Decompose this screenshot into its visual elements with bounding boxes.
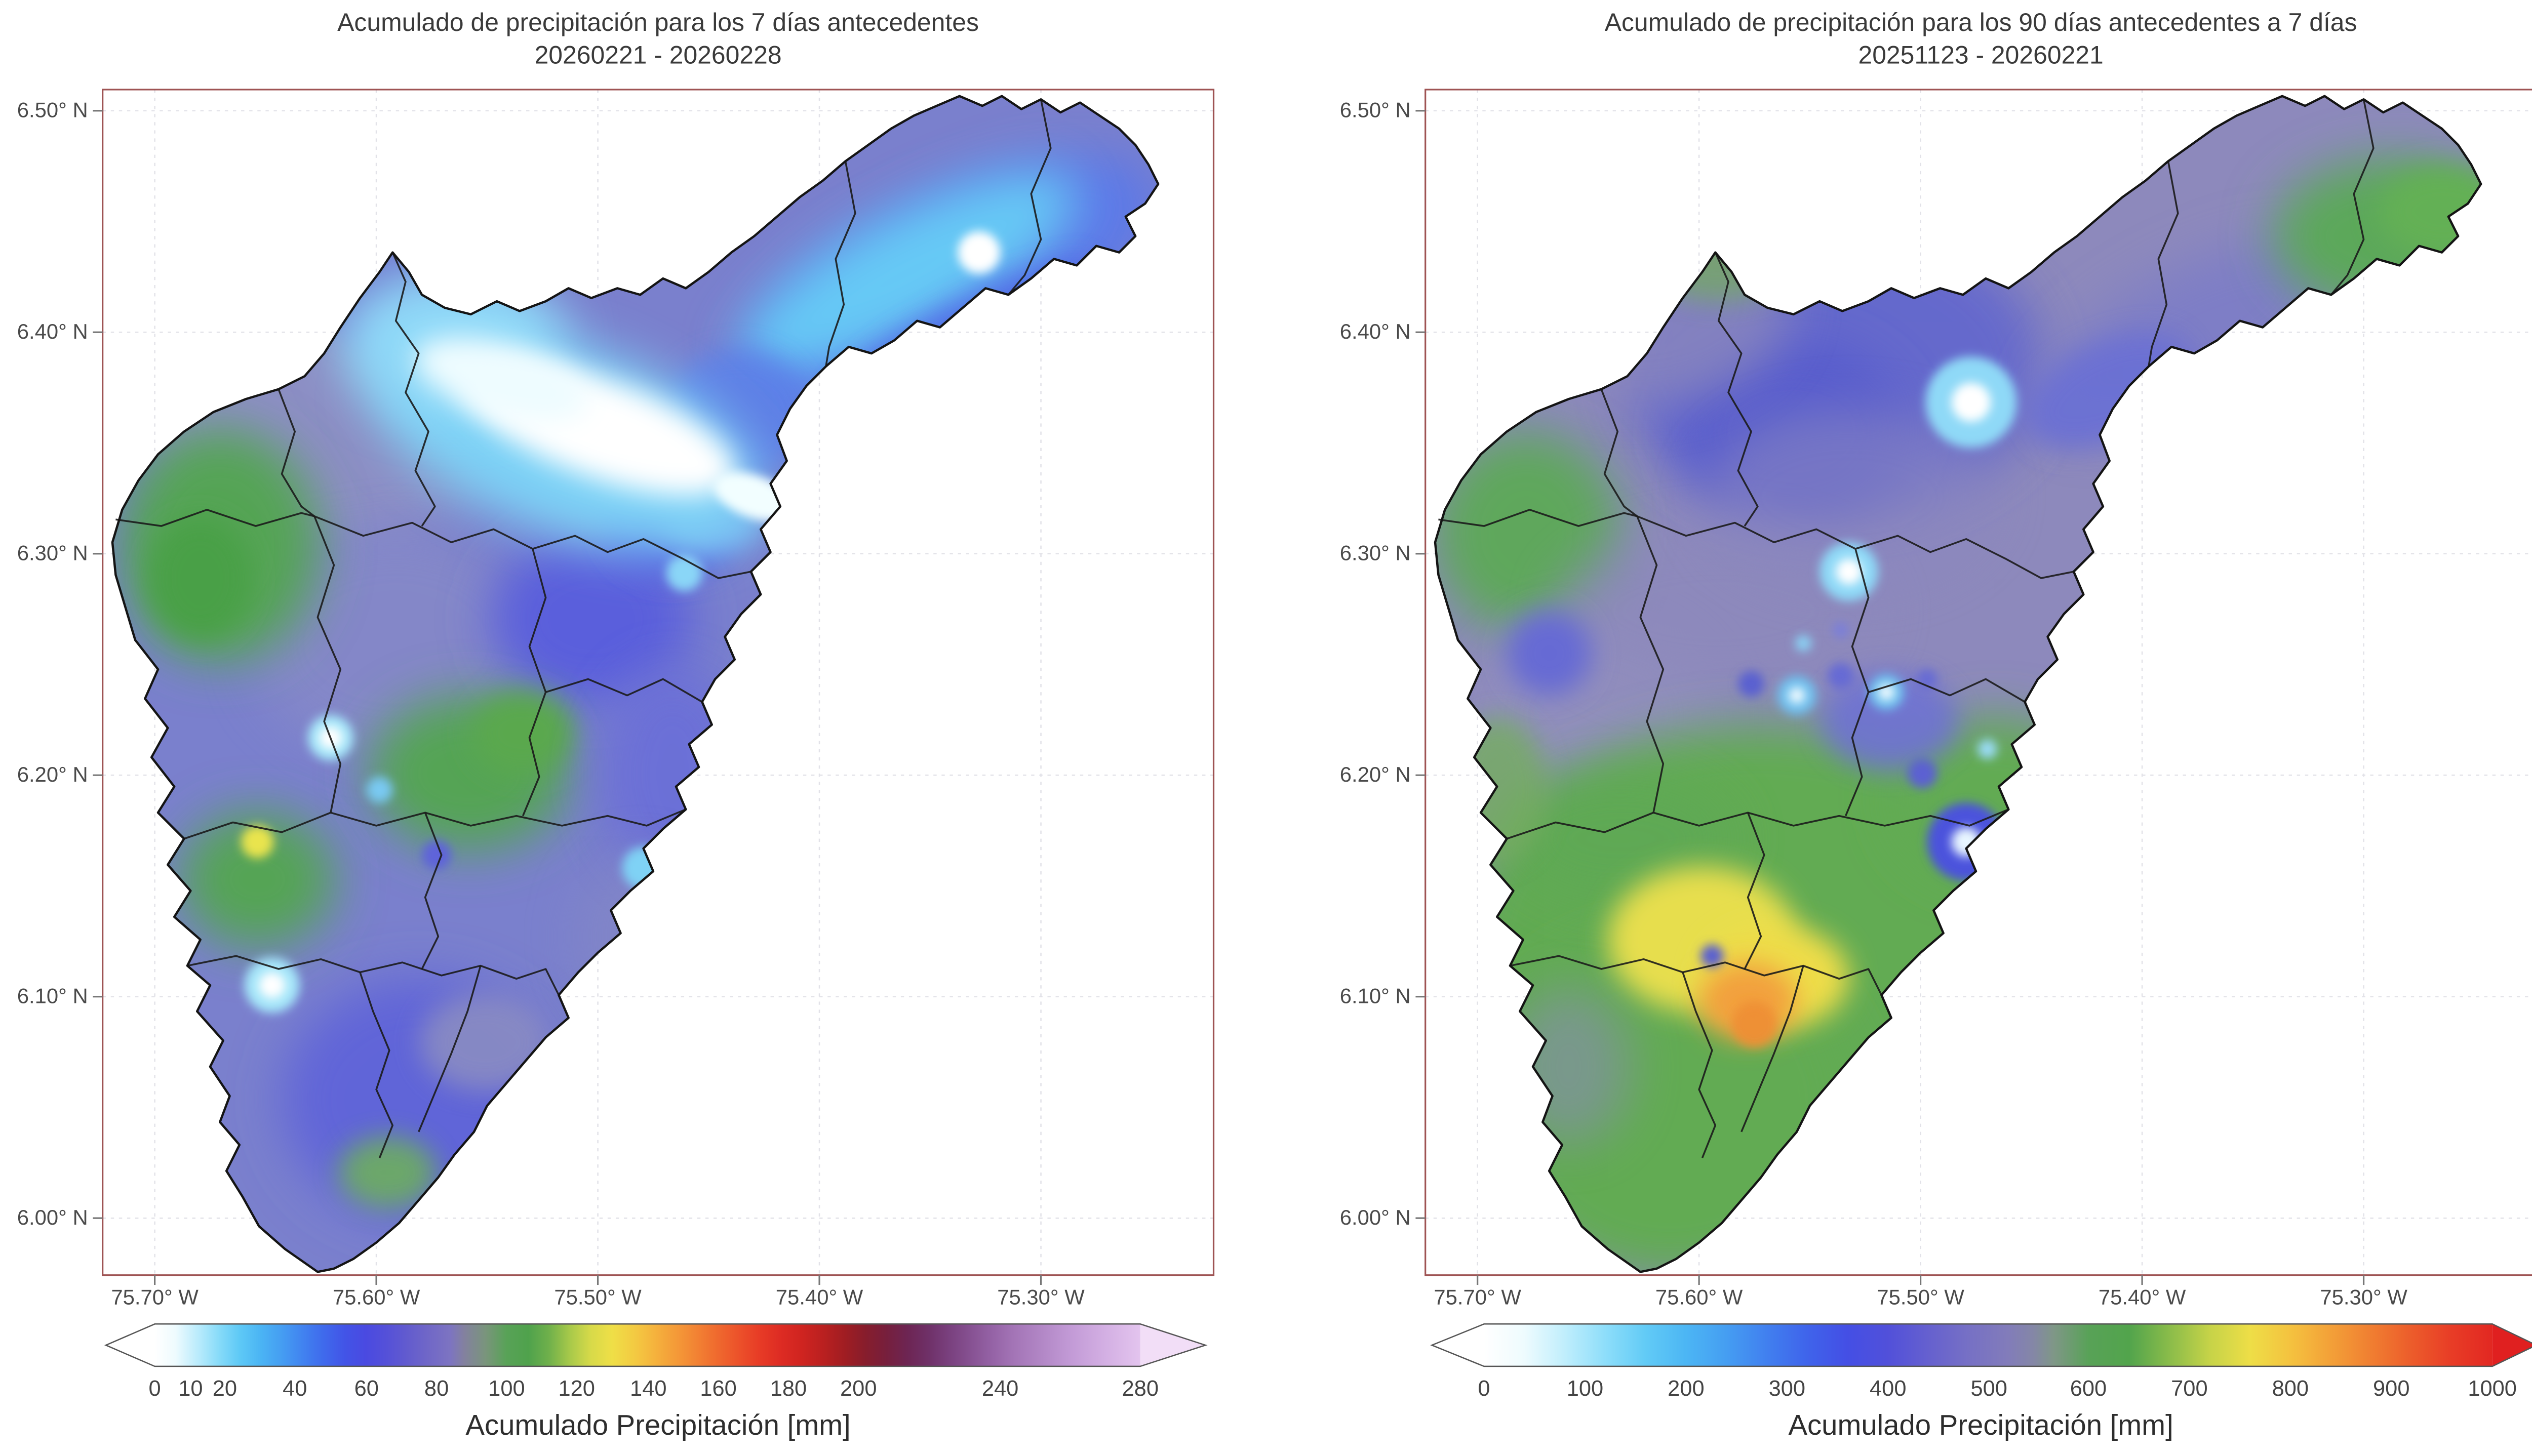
colorbar-under-arrow [1432,1324,1484,1366]
lat-tick-label: 6.30° N [17,540,88,565]
lat-tick-label: 6.10° N [17,983,88,1008]
colorbar-90-days [1430,1323,2532,1367]
colorbar-tick-label: 500 [1970,1376,2007,1401]
colorbar-over-arrow [2492,1324,2532,1366]
plot-frame [102,89,1215,1276]
panel2-subtitle: 20251123 - 20260221 [1858,42,2104,70]
lat-tick-label: 6.10° N [1339,983,1411,1008]
colorbar-tick-label: 180 [770,1376,807,1401]
colorbar-frame [104,1323,1208,1367]
lon-tick-label: 75.60° W [1655,1285,1743,1310]
axis-ticks [1415,110,2365,1285]
map-7-days [93,89,1215,1285]
lat-tick-label: 6.30° N [1339,540,1411,565]
colorbar-tick-label: 1000 [2468,1376,2517,1401]
colorbar-tick-label: 100 [1566,1376,1604,1401]
colorbar-axis-label: Acumulado Precipitación [mm] [1788,1408,2173,1441]
lon-tick-label: 75.60° W [332,1285,420,1310]
colorbar-tick-label: 0 [148,1376,161,1401]
axis-ticks [93,110,1042,1285]
lat-tick-label: 6.50° N [17,98,88,123]
colorbar-tick-label: 600 [2070,1376,2107,1401]
colorbar-tick-label: 20 [212,1376,238,1401]
lat-tick-label: 6.00° N [17,1205,88,1230]
colorbar-gradient [154,1324,1140,1366]
colorbar-tick-label: 80 [424,1376,449,1401]
colorbar-tick-label: 140 [630,1376,667,1401]
lon-tick-label: 75.30° W [997,1285,1085,1310]
lat-tick-label: 6.00° N [1339,1205,1411,1230]
lon-tick-label: 75.50° W [554,1285,642,1310]
panel2-title: Acumulado de precipitación para los 90 d… [1604,10,2357,37]
lat-tick-label: 6.40° N [1339,319,1411,344]
lat-tick-label: 6.20° N [17,762,88,787]
colorbar-tick-label: 160 [700,1376,737,1401]
colorbar-tick-label: 200 [1668,1376,1705,1401]
panel1-title: Acumulado de precipitación para los 7 dí… [337,10,979,37]
colorbar-gradient [1484,1324,2493,1366]
colorbar-frame [1430,1323,2532,1367]
colorbar-7-days [104,1323,1208,1367]
colorbar-tick-label: 300 [1768,1376,1806,1401]
lat-tick-label: 6.20° N [1339,762,1411,787]
colorbar-over-arrow [1140,1324,1206,1366]
map-90-days [1415,89,2532,1285]
colorbar-tick-label: 900 [2373,1376,2410,1401]
lon-tick-label: 75.30° W [2320,1285,2407,1310]
colorbar-tick-label: 100 [488,1376,525,1401]
lat-tick-label: 6.50° N [1339,98,1411,123]
colorbar-tick-label: 800 [2272,1376,2309,1401]
colorbar-tick-label: 120 [558,1376,595,1401]
colorbar-tick-label: 0 [1478,1376,1490,1401]
plot-frame [1425,89,2532,1276]
lon-tick-label: 75.50° W [1877,1285,1964,1310]
colorbar-tick-label: 400 [1870,1376,1907,1401]
lon-tick-label: 75.70° W [111,1285,199,1310]
colorbar-tick-label: 200 [840,1376,877,1401]
lon-tick-label: 75.40° W [775,1285,863,1310]
colorbar-axis-label: Acumulado Precipitación [mm] [465,1408,851,1441]
colorbar-tick-label: 280 [1122,1376,1159,1401]
lon-tick-label: 75.40° W [2098,1285,2186,1310]
lat-tick-label: 6.40° N [17,319,88,344]
colorbar-tick-label: 10 [178,1376,203,1401]
lon-tick-label: 75.70° W [1434,1285,1521,1310]
colorbar-tick-label: 240 [981,1376,1019,1401]
colorbar-tick-label: 40 [283,1376,307,1401]
colorbar-tick-label: 700 [2171,1376,2208,1401]
colorbar-under-arrow [106,1324,155,1366]
colorbar-tick-label: 60 [354,1376,379,1401]
panel1-subtitle: 20260221 - 20260228 [534,42,782,70]
